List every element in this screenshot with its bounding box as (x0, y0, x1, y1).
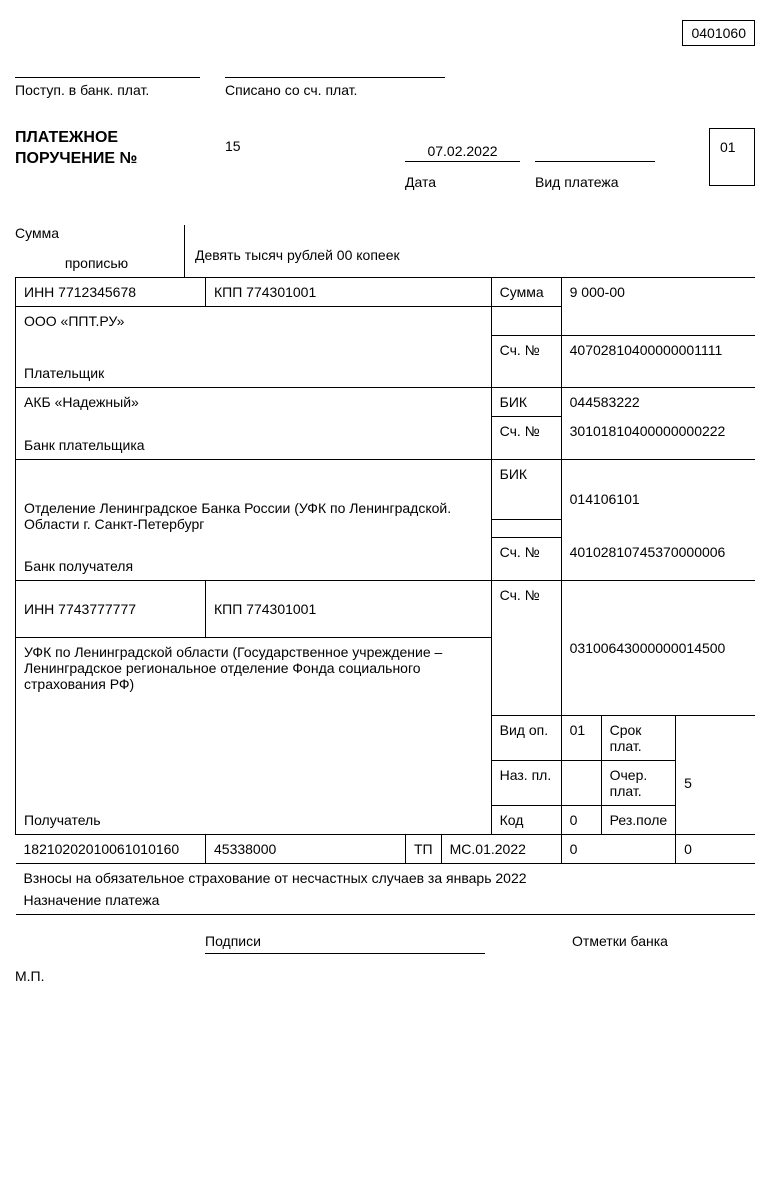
payee-name: УФК по Ленинградской области (Государств… (16, 637, 492, 716)
payee-kpp: КПП 774301001 (206, 580, 492, 637)
payee-bank-bik: 014106101 (561, 459, 755, 538)
payer-bank-name: АКБ «Надежный» (16, 388, 492, 417)
date-label: Дата (405, 170, 520, 190)
kod-value: 0 (561, 806, 601, 835)
payee-bank-acct-label: Сч. № (491, 538, 561, 581)
payee-bank-bik-label: БИК (491, 459, 561, 519)
amount-words: Девять тысяч рублей 00 копеек (185, 225, 755, 277)
payer-role: Плательщик (16, 335, 492, 388)
vid-op-label: Вид оп. (491, 716, 561, 761)
written-off-field (225, 50, 445, 78)
vid-op: 01 (561, 716, 601, 761)
rez-label: Рез.поле (601, 806, 676, 835)
payer-bank-acct-label: Сч. № (491, 417, 561, 460)
payer-bank-role: Банк плательщика (16, 417, 492, 460)
sum-label: Сумма (491, 278, 561, 307)
bank-marks-label: Отметки банка (485, 933, 755, 954)
doc-date: 07.02.2022 (405, 128, 520, 162)
ocher-label: Очер. плат. (601, 761, 676, 806)
sum-value: 9 000-00 (561, 278, 755, 307)
payee-acct-label: Сч. № (491, 580, 561, 637)
payee-role: Получатель (16, 806, 492, 835)
tax-period: МС.01.2022 (441, 835, 561, 864)
amount-words-label1: Сумма (15, 225, 178, 241)
payer-bank-account: 30101810400000000222 (561, 417, 755, 460)
budget-doc-date: 0 (676, 835, 755, 864)
payee-bank-name: Отделение Ленинградское Банка России (УФ… (16, 459, 492, 538)
document-title: ПЛАТЕЖНОЕ ПОРУЧЕНИЕ № (15, 128, 200, 170)
doc-number: 15 (225, 128, 405, 154)
srok-label: Срок плат. (601, 716, 676, 761)
signatures-label: Подписи (205, 933, 485, 954)
bank-received-field (15, 50, 200, 78)
payment-purpose: Взносы на обязательное страхование от не… (16, 864, 756, 891)
payee-account: 03100643000000014500 (561, 580, 755, 716)
basis: ТП (406, 835, 442, 864)
payee-bank-role: Банк получателя (16, 538, 492, 581)
kod-label: Код (491, 806, 561, 835)
payee-inn: ИНН 7743777777 (16, 580, 206, 637)
amount-words-label2: прописью (15, 255, 178, 271)
purpose-label: Назначение платежа (16, 890, 756, 915)
payer-bank-bik-label: БИК (491, 388, 561, 417)
payment-type-field (535, 128, 655, 162)
payer-bank-bik: 044583222 (561, 388, 755, 417)
form-code: 0401060 (682, 20, 755, 46)
stamp-label: М.П. (15, 968, 755, 984)
payer-acct-label: Сч. № (491, 335, 561, 388)
payer-inn: ИНН 7712345678 (16, 278, 206, 307)
payment-order-table: ИНН 7712345678 КПП 774301001 Сумма 9 000… (15, 277, 755, 915)
payer-kpp: КПП 774301001 (206, 278, 492, 307)
payer-account: 40702810400000001111 (561, 335, 755, 388)
payer-name: ООО «ППТ.РУ» (16, 307, 492, 336)
written-off-label: Списано со сч. плат. (225, 78, 445, 98)
ocher-value: 5 (676, 761, 755, 806)
budget-doc-no: 0 (561, 835, 676, 864)
bank-received-label: Поступ. в банк. плат. (15, 78, 200, 98)
payee-bank-account: 40102810745370000006 (561, 538, 755, 581)
priority-box: 01 (709, 128, 755, 186)
kbk: 18210202010061010160 (16, 835, 206, 864)
naz-pl-label: Наз. пл. (491, 761, 561, 806)
oktmo: 45338000 (206, 835, 406, 864)
payment-type-label: Вид платежа (535, 170, 655, 190)
